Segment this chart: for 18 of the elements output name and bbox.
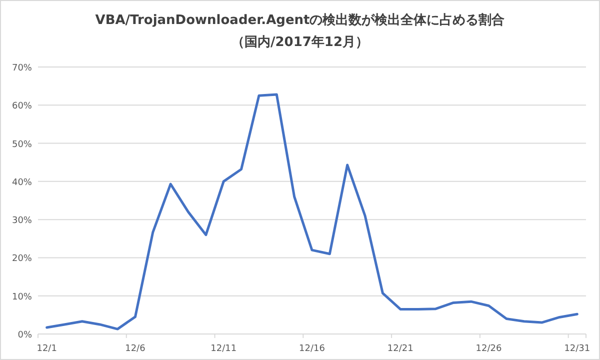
y-tick-label: 30% xyxy=(12,216,32,226)
y-tick-label: 50% xyxy=(12,140,32,150)
line-series xyxy=(46,93,578,330)
chart-title: VBA/TrojanDownloader.Agentの検出数が検出全体に占める割合 xyxy=(95,12,505,28)
x-tick-label: 12/1 xyxy=(36,344,57,354)
chart-subtitle: （国内/2017年12月） xyxy=(231,35,369,50)
x-tick-label: 12/6 xyxy=(125,344,146,354)
y-tick-label: 0% xyxy=(18,330,32,340)
x-tick-label: 12/21 xyxy=(387,344,414,354)
x-tick-label: 12/16 xyxy=(299,344,326,354)
x-tick-label: 12/11 xyxy=(210,344,237,354)
x-tick-label: 12/26 xyxy=(476,344,502,354)
y-tick-label: 20% xyxy=(12,254,32,264)
y-tick-label: 70% xyxy=(12,64,32,74)
x-tick-label: 12/31 xyxy=(564,344,590,354)
y-tick-label: 60% xyxy=(12,102,32,112)
y-tick-label: 40% xyxy=(12,178,32,188)
y-tick-label: 10% xyxy=(12,292,32,302)
